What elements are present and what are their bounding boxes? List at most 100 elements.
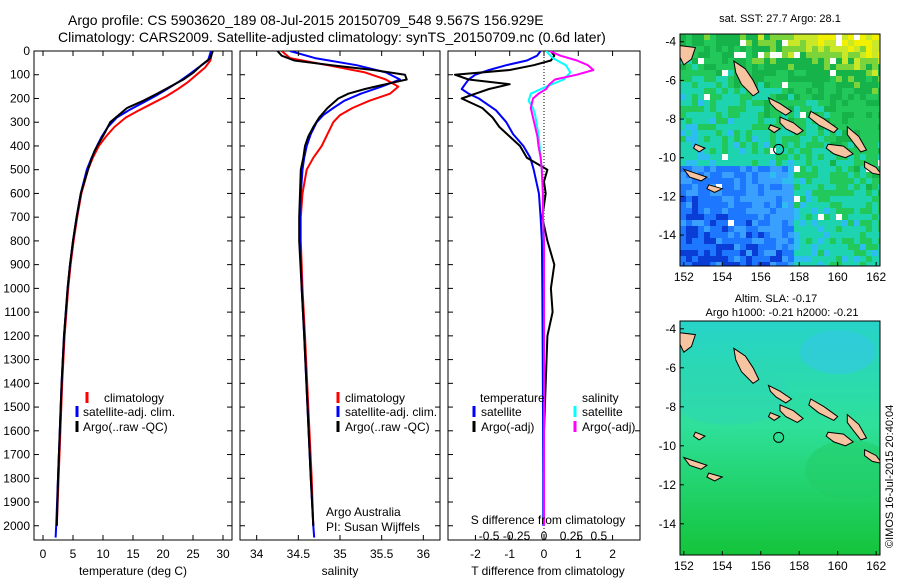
sst-cell [770,160,776,166]
sst-cell [752,148,758,154]
sst-cell [848,52,854,58]
sst-cell [848,100,854,106]
sst-cell [878,52,880,58]
sst-cell [692,70,698,76]
sst-cell [746,250,752,256]
depth-tick-label: 1700 [3,448,30,462]
difference-xlabel: T difference from climatology [471,564,625,578]
map-x-tick-label: 154 [712,559,732,573]
sst-cell [818,226,824,232]
sst-cell [842,202,848,208]
sst-cell [752,238,758,244]
sst-cell [806,208,812,214]
sst-cell [854,208,860,214]
sst-cell [788,136,794,142]
sst-cell [836,184,842,190]
sst-cell [848,250,854,256]
sst-cell [800,136,806,142]
sst-cell [782,154,788,160]
sst-cell [692,100,698,106]
sst-cell [764,148,770,154]
sst-cell [812,136,818,142]
sst-cell [752,112,758,118]
sst-cell [860,214,866,220]
depth-tick-label: 500 [10,163,30,177]
sst-cell [866,172,872,178]
sst-cell [782,256,788,262]
sst-cell [680,202,686,208]
sst-cell [770,94,776,100]
sst-cell [740,214,746,220]
sst-cell [710,262,716,266]
sst-cell [872,106,878,112]
sst-cell [734,190,740,196]
sst-cell [764,196,770,202]
sst-cell [860,184,866,190]
sst-cell [854,100,860,106]
sst-cell [704,118,710,124]
sst-cell [788,52,794,58]
map-y-tick-label: -4 [665,322,676,336]
sst-cell [746,238,752,244]
sst-cell [878,136,880,142]
sst-cell [734,142,740,148]
sst-cell [752,118,758,124]
sst-cell [830,52,836,58]
sst-cell [866,208,872,214]
sst-cell [800,94,806,100]
series-line-climatology [55,51,214,526]
sst-cell [710,226,716,232]
sst-cell [806,130,812,136]
sst-cell [782,202,788,208]
island-outline [808,398,839,422]
sst-cell [860,196,866,202]
sst-cell [788,220,794,226]
sst-cell [842,40,848,46]
sst-cell [788,142,794,148]
sst-cell [842,178,848,184]
sst-cell [716,160,722,166]
sst-cell [800,232,806,238]
sst-cell [842,226,848,232]
sst-cell [740,160,746,166]
sst-cell [788,64,794,70]
sst-cell [854,202,860,208]
sst-cell [842,64,848,70]
sst-cell [752,124,758,130]
sst-cell [830,130,836,136]
sst-cell [812,142,818,148]
sst-cell [698,208,704,214]
sst-cell [806,232,812,238]
sst-cell [788,202,794,208]
sst-cell [734,58,740,64]
sst-cell [824,52,830,58]
sst-cell [764,184,770,190]
sst-cell [794,40,800,46]
sst-cell [770,64,776,70]
sst-cell [848,118,854,124]
sst-cell [722,172,728,178]
sst-cell [824,94,830,100]
depth-tick-label: 600 [10,186,30,200]
sst-cell [788,40,794,46]
sst-cell [800,214,806,220]
sla-blob [680,365,790,425]
x-tick-label: 35.5 [370,547,394,561]
sst-cell [860,208,866,214]
sst-cell [716,118,722,124]
temperature-panel-frame [33,50,233,541]
sst-cell [728,82,734,88]
sst-cell [824,112,830,118]
sst-cell [734,82,740,88]
sst-cell [782,184,788,190]
sst-cell [848,220,854,226]
sst-cell [872,100,878,106]
sla-blob [800,330,876,374]
sst-cell [812,208,818,214]
sst-cell [728,262,734,266]
sst-cell [758,172,764,178]
sst-cell [746,58,752,64]
sst-cell [710,58,716,64]
sst-cell [860,160,866,166]
sst-cell [692,124,698,130]
